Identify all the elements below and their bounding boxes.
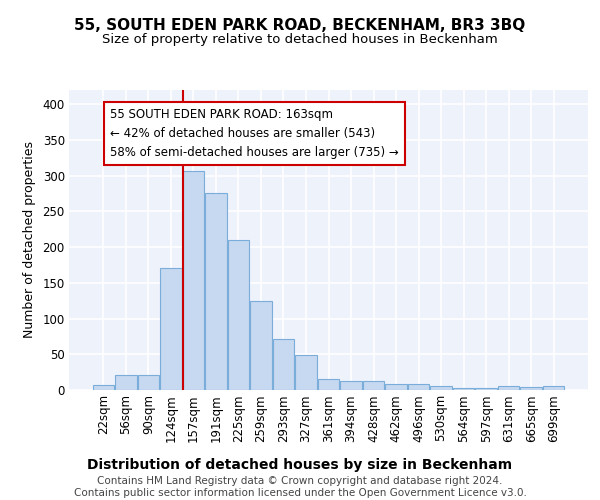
Bar (115, 375, 137, 390)
Bar (475, 388, 497, 390)
Bar (520, 387, 542, 390)
Bar (295, 355, 317, 390)
Bar (408, 384, 429, 390)
Bar (182, 170, 204, 390)
Bar (273, 338, 294, 390)
Bar (543, 386, 565, 390)
Text: 55 SOUTH EDEN PARK ROAD: 163sqm
← 42% of detached houses are smaller (543)
58% o: 55 SOUTH EDEN PARK ROAD: 163sqm ← 42% of… (110, 108, 399, 159)
Bar (385, 384, 407, 390)
Bar (340, 380, 362, 390)
Bar (250, 300, 272, 390)
Bar (453, 388, 475, 390)
Text: Size of property relative to detached houses in Beckenham: Size of property relative to detached ho… (102, 32, 498, 46)
Text: Contains HM Land Registry data © Crown copyright and database right 2024.
Contai: Contains HM Land Registry data © Crown c… (74, 476, 526, 498)
Bar (363, 380, 384, 390)
Y-axis label: Number of detached properties: Number of detached properties (23, 142, 35, 338)
Bar (137, 375, 159, 390)
Bar (160, 268, 182, 390)
Bar (205, 193, 227, 390)
Bar (498, 386, 520, 390)
Bar (430, 386, 452, 390)
Bar (228, 240, 249, 390)
Bar (92, 385, 114, 390)
Bar (318, 380, 339, 390)
Text: Distribution of detached houses by size in Beckenham: Distribution of detached houses by size … (88, 458, 512, 471)
Text: 55, SOUTH EDEN PARK ROAD, BECKENHAM, BR3 3BQ: 55, SOUTH EDEN PARK ROAD, BECKENHAM, BR3… (74, 18, 526, 32)
